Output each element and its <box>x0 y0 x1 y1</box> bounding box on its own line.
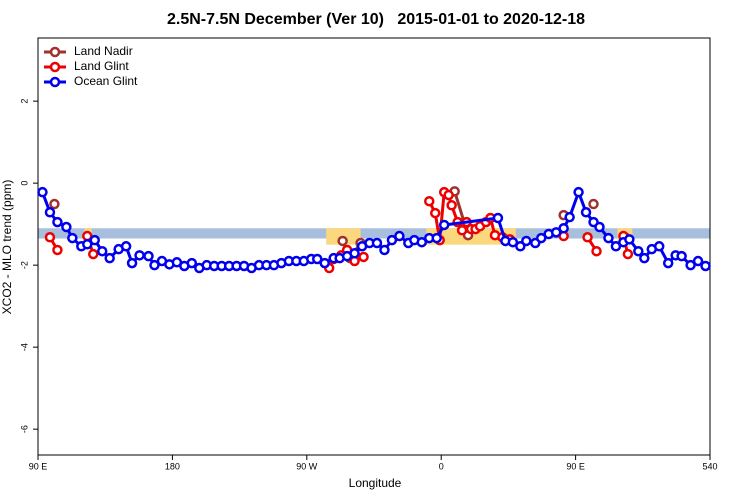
y-tick-label: 0 <box>19 181 29 186</box>
data-point <box>438 219 450 231</box>
data-point <box>653 241 665 252</box>
data-point <box>52 244 63 256</box>
x-tick-label: 90 E <box>29 461 48 471</box>
data-point <box>610 241 622 252</box>
data-point <box>622 248 634 260</box>
data-point <box>44 207 56 218</box>
data-point <box>89 234 100 246</box>
y-tick-label: -2 <box>19 261 29 269</box>
y-tick-label: -6 <box>19 425 29 433</box>
legend-label: Land Nadir <box>74 44 133 58</box>
data-point <box>662 257 674 269</box>
y-axis-label: XCO2 - MLO trend (ppm) <box>0 180 14 315</box>
data-point <box>639 252 650 264</box>
data-point <box>429 207 441 219</box>
x-tick-label: 180 <box>165 461 180 471</box>
data-point <box>44 232 56 243</box>
data-point <box>443 189 454 201</box>
data-point <box>507 236 519 248</box>
data-point <box>588 198 599 210</box>
data-point <box>580 207 592 218</box>
data-point <box>456 225 468 236</box>
legend-marker <box>49 61 61 73</box>
data-point <box>312 253 323 265</box>
data-point <box>700 260 711 272</box>
data-point <box>573 186 584 198</box>
x-tick-label: 540 <box>702 461 717 471</box>
data-point <box>67 232 78 244</box>
data-point <box>424 195 435 207</box>
data-point <box>126 257 138 269</box>
data-point <box>394 230 405 242</box>
data-point <box>52 216 63 228</box>
data-point <box>319 257 330 269</box>
data-point <box>676 250 687 262</box>
chart-title: 2.5N-7.5N December (Ver 10) 2015-01-01 t… <box>167 11 585 28</box>
data-point <box>358 251 369 263</box>
data-point <box>558 223 569 234</box>
data-point <box>37 186 48 198</box>
data-point <box>82 238 93 250</box>
data-point <box>582 232 593 243</box>
x-tick-label: 0 <box>439 461 444 471</box>
legend-label: Land Glint <box>74 59 129 73</box>
data-point <box>61 221 72 233</box>
data-point <box>416 236 428 248</box>
data-point <box>49 198 60 210</box>
data-point <box>492 212 504 224</box>
data-point <box>149 259 160 271</box>
data-point <box>446 200 457 211</box>
data-point <box>594 221 605 233</box>
data-point <box>521 235 532 247</box>
data-point <box>431 232 442 244</box>
data-point <box>536 232 547 244</box>
data-point <box>564 211 575 223</box>
data-point <box>633 245 644 257</box>
y-tick-label: 2 <box>19 99 29 104</box>
data-point <box>371 237 383 249</box>
data-point <box>692 255 704 267</box>
data-point <box>379 244 390 256</box>
data-point <box>96 245 108 257</box>
data-point <box>603 232 614 244</box>
plot-frame <box>37 37 711 456</box>
data-point <box>349 248 360 259</box>
reference-band <box>38 228 710 239</box>
legend-marker <box>49 46 61 58</box>
x-axis-label: Longitude <box>349 476 402 490</box>
legend-label: Ocean Glint <box>74 74 138 88</box>
x-tick-label: 90 W <box>296 461 318 471</box>
x-tick-label: 90 E <box>566 461 585 471</box>
legend-marker <box>49 76 61 88</box>
data-point <box>550 227 562 238</box>
data-point <box>624 234 635 245</box>
data-point <box>104 252 115 264</box>
data-point <box>186 257 198 269</box>
data-point <box>143 250 154 262</box>
data-point <box>134 250 145 261</box>
y-tick-label: -4 <box>19 343 29 351</box>
data-point <box>685 259 696 271</box>
data-point <box>88 248 99 260</box>
data-point <box>337 235 348 247</box>
data-point <box>120 241 132 252</box>
data-point <box>386 234 398 246</box>
data-point <box>591 245 602 257</box>
